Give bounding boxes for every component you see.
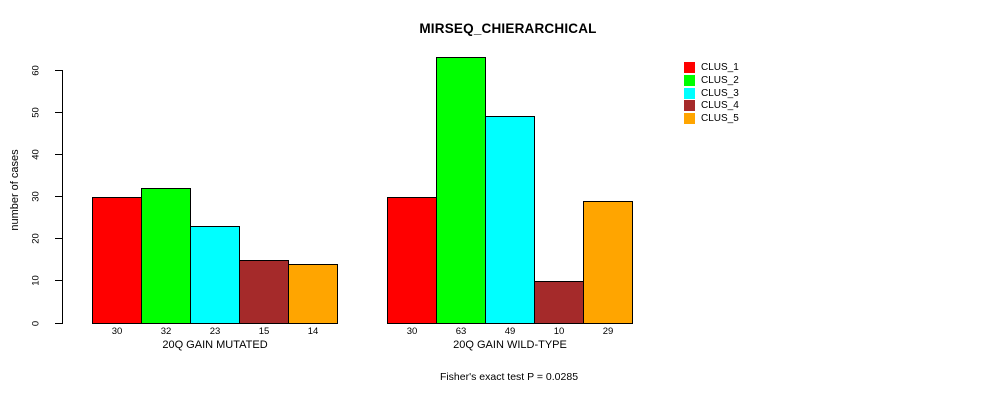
bar-value-label: 14: [307, 326, 319, 337]
bar-clus_5-wild-type: [583, 200, 633, 324]
y-tick-label: 50: [30, 106, 42, 118]
legend-item-clus_5: CLUS_5: [684, 113, 739, 125]
legend-label: CLUS_1: [701, 62, 739, 73]
chart-title: MIRSEQ_CHIERARCHICAL: [419, 21, 597, 36]
y-tick-label: 40: [30, 149, 42, 160]
legend-item-clus_1: CLUS_1: [684, 62, 739, 73]
y-axis-tick: [55, 322, 62, 324]
y-axis-line: [62, 70, 63, 324]
legend-label: CLUS_3: [701, 87, 739, 99]
legend-item-clus_2: CLUS_2: [684, 74, 739, 86]
legend-label: CLUS_5: [701, 113, 739, 125]
bar-clus_3-mutated: [190, 226, 240, 324]
x-axis-group-label: 20Q GAIN WILD-TYPE: [453, 339, 567, 351]
bar-clus_1-wild-type: [387, 196, 437, 324]
bar-value-label: 30: [406, 326, 418, 337]
legend-swatch-icon: [684, 100, 695, 112]
legend-swatch-icon: [684, 62, 695, 73]
annotation-text: Fisher's exact test P = 0.0285: [439, 371, 579, 383]
y-axis-tick: [55, 238, 62, 240]
x-axis-group-label: 20Q GAIN MUTATED: [162, 339, 268, 351]
y-tick-label: 30: [30, 191, 42, 202]
legend-label: CLUS_2: [701, 74, 739, 86]
y-tick-label: 60: [30, 64, 42, 76]
bar-value-label: 30: [111, 326, 123, 337]
bar-clus_4-mutated: [239, 259, 289, 324]
legend-item-clus_4: CLUS_4: [684, 100, 739, 112]
bar-value-label: 15: [258, 326, 270, 337]
y-tick-label: 0: [30, 320, 42, 326]
legend-item-clus_3: CLUS_3: [684, 87, 739, 99]
bar-value-label: 23: [209, 326, 221, 337]
bar-clus_2-mutated: [141, 188, 191, 324]
y-axis-tick: [55, 69, 62, 71]
legend-swatch-icon: [684, 113, 695, 125]
legend-swatch-icon: [684, 74, 695, 86]
bar-clus_5-mutated: [288, 263, 338, 324]
y-axis-tick: [55, 153, 62, 155]
bar-clus_1-mutated: [92, 196, 142, 324]
legend-swatch-icon: [684, 87, 695, 99]
bar-value-label: 32: [160, 326, 172, 337]
legend: CLUS_1 CLUS_2 CLUS_3 CLUS_4 CLUS_5: [684, 62, 739, 126]
y-tick-label: 20: [30, 233, 42, 244]
bar-clus_2-wild-type: [436, 57, 486, 324]
bar-clus_4-wild-type: [534, 280, 584, 324]
bar-value-label: 29: [602, 326, 614, 337]
bar-value-label: 10: [553, 326, 565, 337]
y-tick-label: 10: [30, 275, 42, 287]
y-axis-tick: [55, 196, 62, 197]
bar-value-label: 49: [504, 326, 516, 337]
y-axis-tick: [55, 280, 62, 282]
bar-clus_3-wild-type: [485, 116, 535, 324]
legend-label: CLUS_4: [701, 100, 739, 112]
bar-value-label: 63: [455, 326, 467, 337]
y-axis-tick: [55, 111, 62, 113]
